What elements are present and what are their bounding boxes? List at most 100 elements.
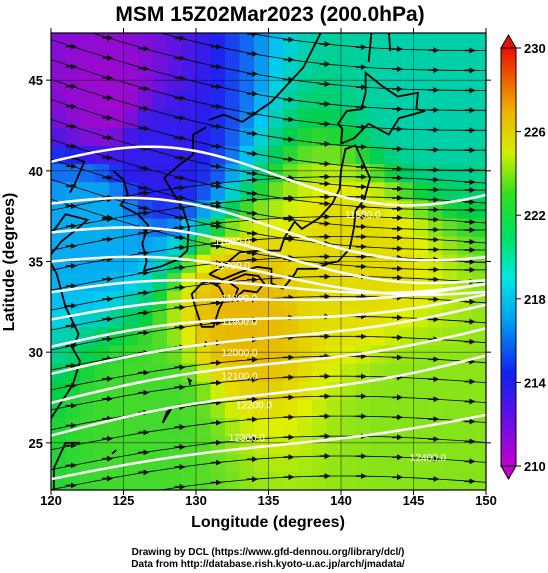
field-cell [428, 72, 444, 92]
field-cell [428, 54, 444, 74]
field-cell [80, 453, 96, 473]
field-cell [181, 36, 197, 56]
field-cell [326, 344, 342, 364]
field-cell [167, 36, 183, 56]
field-cell [457, 453, 473, 473]
field-cell [413, 218, 429, 237]
field-cell [341, 72, 357, 92]
field-cell [297, 33, 313, 38]
field-cell [370, 399, 386, 418]
field-cell [65, 127, 81, 146]
field-cell [399, 471, 415, 490]
field-cell [123, 36, 139, 56]
field-cell [370, 290, 386, 310]
field-cell [457, 91, 473, 110]
field-cell [80, 199, 96, 219]
field-cell [65, 109, 81, 128]
height-contour [51, 226, 486, 285]
field-cell [80, 72, 96, 92]
field-cell [370, 236, 386, 255]
field-cell [312, 163, 328, 183]
field-cell [210, 417, 226, 437]
field-cell [167, 72, 183, 92]
streamline [51, 158, 486, 231]
field-cell [123, 72, 139, 92]
field-cell [94, 36, 110, 56]
field-cell [51, 54, 67, 74]
field-cell [471, 218, 486, 237]
field-cell [341, 471, 357, 490]
height-contour [51, 196, 486, 262]
field-cell [326, 54, 342, 74]
field-cell [326, 163, 342, 183]
credit-line-1: Drawing by DCL (https://www.gfd-dennou.o… [132, 547, 405, 558]
field-cell [442, 399, 458, 418]
height-contour [51, 293, 486, 348]
field-cell [138, 163, 154, 183]
field-cell [181, 109, 197, 128]
field-cell [123, 254, 139, 273]
field-cell [341, 54, 357, 74]
field-cell [152, 91, 168, 110]
y-tick-label: 45 [29, 73, 43, 88]
field-cell [413, 163, 429, 183]
field-cell [268, 344, 284, 364]
height-contour [51, 278, 486, 295]
field-cell [80, 127, 96, 146]
field-cell [428, 127, 444, 146]
field-cell [225, 36, 241, 56]
field-cell [80, 91, 96, 110]
field-cell [442, 453, 458, 473]
field-cell [254, 36, 270, 56]
field-cell [457, 399, 473, 418]
field-cell [196, 435, 212, 455]
field-cell [457, 72, 473, 92]
field-cell [457, 54, 473, 74]
field-cell [370, 471, 386, 490]
field-cell [283, 417, 299, 437]
field-cell [384, 145, 400, 165]
field-cell [471, 417, 486, 437]
field-cell [65, 72, 81, 92]
x-axis-ticks: 120 125 130 135 140 145 150 [40, 28, 497, 508]
field-cell [399, 236, 415, 255]
field-cell [399, 218, 415, 237]
field-cell [326, 199, 342, 219]
field-cell [225, 308, 241, 328]
field-cell [239, 91, 255, 110]
field-cell [123, 399, 139, 418]
field-cell [471, 471, 486, 490]
field-cell [80, 109, 96, 128]
field-cell [225, 381, 241, 400]
field-cell [268, 109, 284, 128]
field-cell [210, 399, 226, 418]
contour-label: 12100.0 [221, 371, 258, 382]
field-cell [312, 417, 328, 437]
field-cell [442, 471, 458, 490]
field-cell [225, 72, 241, 92]
field-cell [312, 127, 328, 146]
field-cell [326, 36, 342, 56]
field-cell [312, 72, 328, 92]
field-cell [94, 363, 110, 382]
field-cell [254, 453, 270, 473]
field-cell [442, 127, 458, 146]
field-cell [196, 54, 212, 74]
field-cell [413, 181, 429, 201]
field-cell [239, 54, 255, 74]
field-cell [94, 181, 110, 201]
field-cell [254, 181, 270, 201]
height-contour [51, 303, 486, 376]
streamline [51, 375, 486, 411]
field-cell [428, 399, 444, 418]
field-cell [210, 72, 226, 92]
field-cell [283, 199, 299, 219]
field-cell [80, 471, 96, 490]
field-cell [268, 453, 284, 473]
field-cell [123, 417, 139, 437]
field-cell [167, 363, 183, 382]
field-cell [65, 254, 81, 273]
field-cell [428, 109, 444, 128]
field-cell [384, 72, 400, 92]
field-cell [457, 127, 473, 146]
